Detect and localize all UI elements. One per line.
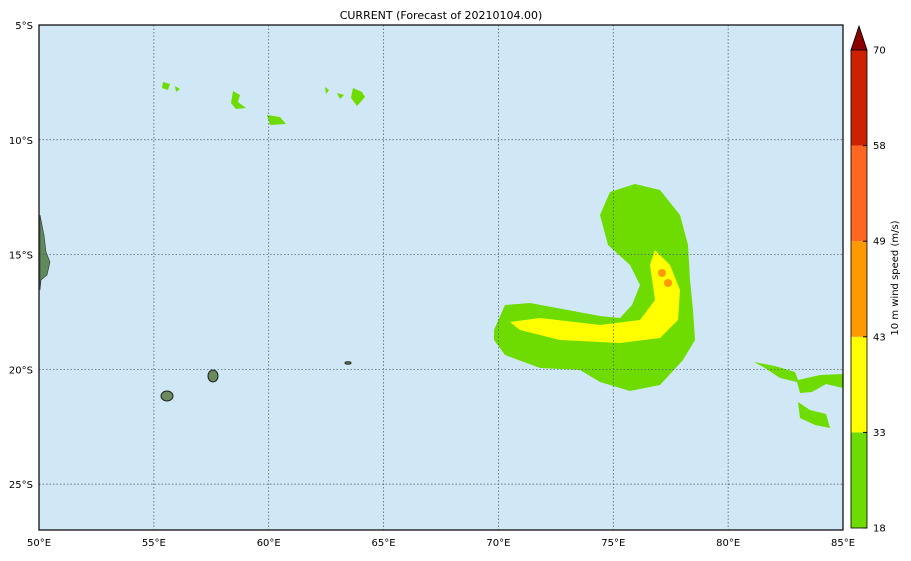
lon-tick-label: 85°E <box>831 538 855 549</box>
lon-tick-label: 70°E <box>486 538 510 549</box>
colorbar-tick-label: 33 <box>873 428 886 439</box>
colorbar-segment <box>851 336 867 433</box>
colorbar-segment <box>851 241 867 337</box>
lon-tick-label: 65°E <box>372 538 396 549</box>
lon-tick-label: 55°E <box>142 538 166 549</box>
colorbar-label: 10 m wind speed (m/s) <box>890 220 901 335</box>
lat-tick-label: 10°S <box>9 136 33 147</box>
mauritius <box>207 369 219 383</box>
ocean <box>39 25 843 530</box>
colorbar-tick-label: 43 <box>873 332 886 343</box>
map-title: CURRENT (Forecast of 20210104.00) <box>340 9 543 22</box>
colorbar-frame <box>850 49 868 529</box>
lon-tick-label: 75°E <box>601 538 625 549</box>
lon-tick-label: 50°E <box>27 538 51 549</box>
lat-tick-label: 20°S <box>9 365 33 376</box>
lon-tick-label: 60°E <box>257 538 281 549</box>
colorbar-segment <box>851 432 867 528</box>
reunion <box>160 390 174 402</box>
lat-tick-label: 25°S <box>9 480 33 491</box>
madagascar <box>39 214 51 291</box>
colorbar-tick-label: 58 <box>873 141 886 152</box>
colorbar-segment <box>851 50 867 146</box>
rodrigues <box>344 361 352 365</box>
map-frame <box>38 24 844 531</box>
wind-max <box>664 279 672 287</box>
colorbar-tick-label: 18 <box>873 524 886 535</box>
wind-core <box>510 250 680 343</box>
lat-tick-label: 15°S <box>9 251 33 262</box>
colorbar-segment <box>851 145 867 242</box>
colorbar-tick-label: 70 <box>873 46 886 57</box>
colorbar-tick-label: 49 <box>873 237 886 248</box>
lat-tick-label: 5°S <box>15 21 33 32</box>
map-layers <box>39 82 843 428</box>
colorbar-extend <box>850 24 868 51</box>
wind-max <box>658 269 666 277</box>
lon-tick-label: 80°E <box>716 538 740 549</box>
